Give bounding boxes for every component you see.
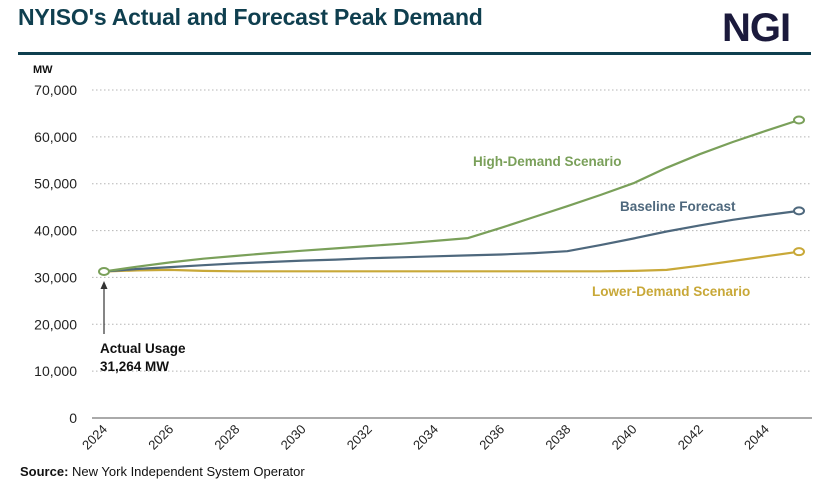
x-tick-label: 2038 <box>542 422 573 453</box>
arrow-head-icon <box>100 281 108 289</box>
series-line-0 <box>103 118 800 273</box>
x-tick-label: 2042 <box>675 422 706 453</box>
annotation-value: 31,264 MW <box>100 359 169 374</box>
annotation-label: Actual Usage <box>100 341 186 356</box>
title-divider <box>18 52 811 55</box>
y-axis-unit: MW <box>33 64 53 76</box>
y-tick-label: 20,000 <box>34 316 77 332</box>
y-tick-label: 0 <box>69 410 77 426</box>
x-tick-label: 2044 <box>741 422 772 453</box>
series-label: Baseline Forecast <box>620 199 736 214</box>
series-label: High-Demand Scenario <box>473 154 622 169</box>
series-line-2 <box>103 250 800 273</box>
y-tick-label: 10,000 <box>34 363 77 379</box>
y-tick-label: 70,000 <box>34 82 77 98</box>
x-tick-label: 2032 <box>344 422 375 453</box>
y-tick-label: 60,000 <box>34 129 77 145</box>
actual-usage-marker <box>98 267 110 277</box>
y-tick-label: 40,000 <box>34 223 77 239</box>
x-tick-label: 2034 <box>410 422 441 453</box>
x-tick-label: 2024 <box>79 422 110 453</box>
source-note: Source: New York Independent System Oper… <box>20 464 305 479</box>
x-tick-label: 2040 <box>609 422 640 453</box>
series-end-marker-2 <box>793 247 805 257</box>
series-line-1 <box>103 209 800 273</box>
series-label: Lower-Demand Scenario <box>592 284 750 299</box>
chart-title: NYISO's Actual and Forecast Peak Demand <box>18 4 483 30</box>
x-tick-label: 2030 <box>278 422 309 453</box>
series-end-marker-1 <box>793 206 805 216</box>
y-tick-label: 30,000 <box>34 269 77 285</box>
source-label: Source: <box>20 464 69 479</box>
x-tick-label: 2026 <box>145 422 176 453</box>
y-tick-label: 50,000 <box>34 176 77 192</box>
source-text: New York Independent System Operator <box>72 464 305 479</box>
ngi-logo: NGI <box>722 6 791 50</box>
x-tick-label: 2036 <box>476 422 507 453</box>
x-tick-label: 2028 <box>211 422 242 453</box>
series-end-marker-0 <box>793 115 805 125</box>
